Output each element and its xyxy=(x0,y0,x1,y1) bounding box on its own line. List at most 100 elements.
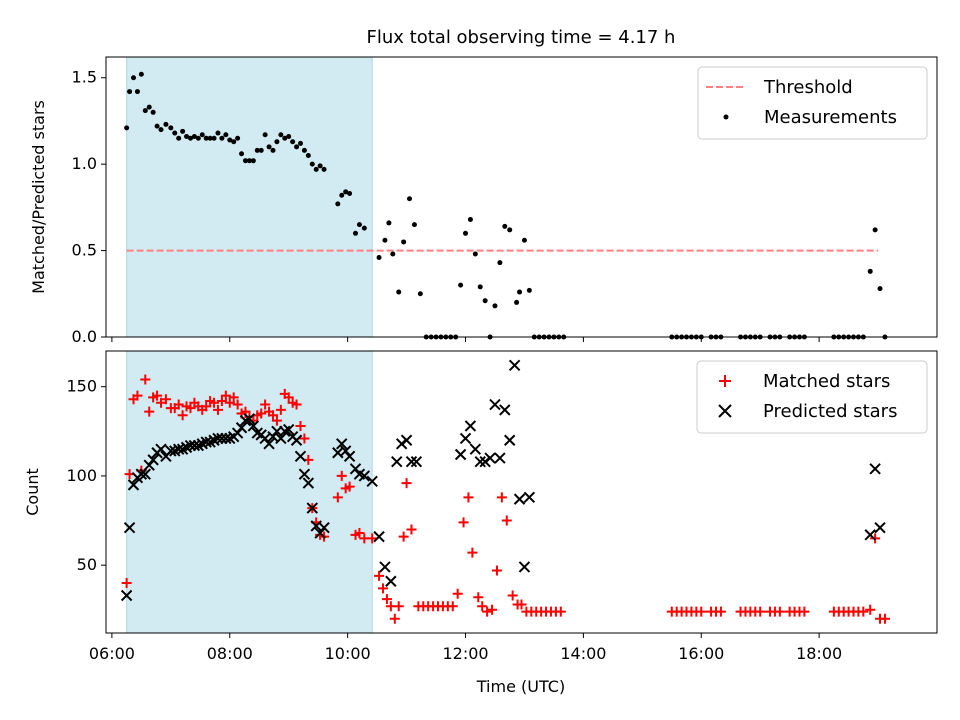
observing-interval-shade xyxy=(126,56,373,338)
data-point xyxy=(211,135,217,141)
data-point xyxy=(299,433,310,444)
data-point xyxy=(138,71,144,77)
data-point xyxy=(467,547,478,558)
data-point xyxy=(354,528,365,539)
data-point xyxy=(290,434,303,446)
data-point xyxy=(391,455,403,468)
axes-frame xyxy=(105,56,938,338)
data-point xyxy=(176,135,182,141)
data-point xyxy=(235,422,248,434)
y-tick-label: 1.0 xyxy=(72,154,97,173)
data-point xyxy=(879,613,890,624)
data-point xyxy=(513,493,526,505)
data-point xyxy=(867,268,873,274)
data-point xyxy=(477,284,483,290)
data-point xyxy=(864,529,876,541)
data-point xyxy=(139,468,151,480)
y-tick-label: 0.5 xyxy=(72,241,97,260)
data-point xyxy=(484,452,496,464)
data-point xyxy=(514,299,520,305)
data-point xyxy=(267,410,278,421)
data-point xyxy=(278,132,284,138)
data-point xyxy=(154,123,160,129)
data-point xyxy=(212,404,223,415)
ratio-panel: 0.0 0.5 1.0 1.5 Matched/Predicted stars Thres… xyxy=(29,56,938,346)
x-tick-label: 06:00 xyxy=(89,644,135,663)
data-point xyxy=(163,121,169,127)
y-axis-label: Count xyxy=(23,468,42,516)
legend-swatch xyxy=(718,404,732,418)
data-point xyxy=(223,132,229,138)
y-tick-label: 1.5 xyxy=(72,68,97,87)
legend-label: Measurements xyxy=(764,107,897,128)
data-point xyxy=(152,390,163,401)
data-point xyxy=(381,594,392,605)
data-point xyxy=(869,463,881,475)
data-point xyxy=(246,158,252,164)
data-point xyxy=(332,492,343,503)
data-point xyxy=(271,415,282,426)
data-point xyxy=(318,521,330,534)
data-point xyxy=(258,147,264,153)
data-point xyxy=(317,163,323,169)
legend-frame xyxy=(697,66,928,140)
data-point xyxy=(477,601,488,612)
data-point xyxy=(343,189,349,195)
data-point xyxy=(295,420,306,431)
x-tick-label: 18:00 xyxy=(796,644,842,663)
data-point xyxy=(385,575,397,587)
data-point xyxy=(207,135,213,141)
data-point xyxy=(172,130,178,136)
data-point xyxy=(185,403,196,414)
data-point xyxy=(290,139,296,145)
data-point xyxy=(120,589,133,602)
data-point xyxy=(283,392,294,403)
x-axis-label: Time (UTC) xyxy=(476,677,565,696)
y-tick-label: 150 xyxy=(66,377,97,396)
data-point xyxy=(232,399,243,410)
data-point xyxy=(302,477,315,489)
data-point xyxy=(463,230,469,236)
data-point xyxy=(262,132,268,138)
data-point xyxy=(260,399,271,410)
data-point xyxy=(180,128,186,134)
data-point xyxy=(294,450,307,463)
data-point xyxy=(459,432,472,445)
data-point xyxy=(407,196,413,202)
data-point xyxy=(298,468,311,480)
data-point xyxy=(400,434,413,446)
data-point xyxy=(314,527,326,539)
series-matched-stars xyxy=(121,374,890,624)
data-point xyxy=(143,459,155,471)
data-point xyxy=(405,455,418,468)
data-point xyxy=(168,125,174,131)
data-point xyxy=(858,606,869,617)
data-point xyxy=(282,423,295,436)
data-point xyxy=(494,452,506,464)
data-point xyxy=(508,359,521,371)
data-point xyxy=(521,237,527,243)
data-point xyxy=(201,401,212,412)
data-point xyxy=(215,130,221,136)
data-point xyxy=(203,135,209,141)
data-point xyxy=(127,89,133,95)
data-point xyxy=(463,492,474,503)
data-point xyxy=(396,289,402,295)
y-axis-label: Matched/Predicted stars xyxy=(29,100,48,294)
data-point xyxy=(242,158,248,164)
data-point xyxy=(555,606,566,617)
series-predicted-stars xyxy=(120,359,886,602)
legend-swatch xyxy=(723,114,729,120)
data-point xyxy=(209,397,220,408)
data-point xyxy=(517,289,523,295)
data-point xyxy=(313,166,319,172)
data-point xyxy=(239,151,245,157)
x-tick-label: 10:00 xyxy=(325,644,371,663)
data-point xyxy=(467,216,473,222)
data-point xyxy=(274,139,280,145)
data-point xyxy=(275,432,287,445)
data-point xyxy=(874,521,886,534)
data-point xyxy=(243,413,256,425)
data-point xyxy=(146,104,152,110)
data-point xyxy=(228,392,239,403)
